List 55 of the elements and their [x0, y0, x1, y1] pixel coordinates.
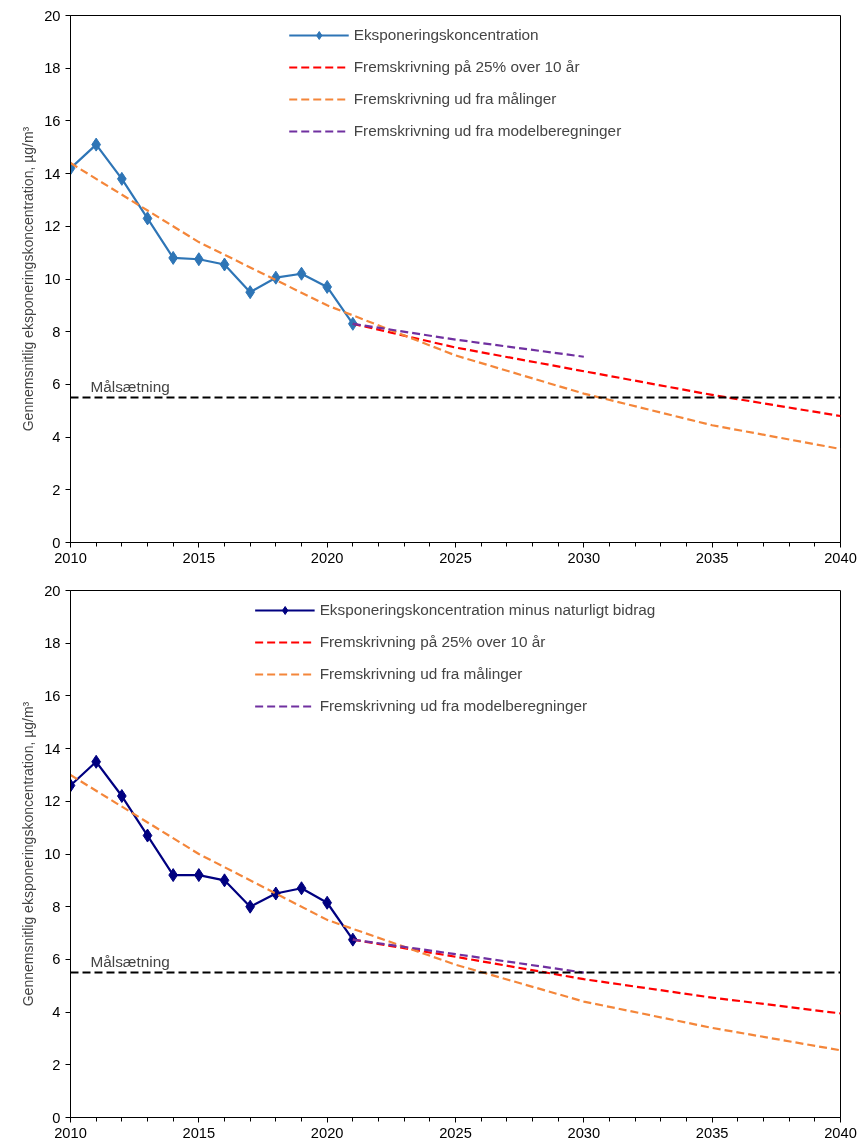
x-tick-label: 2020	[310, 549, 344, 566]
y-tick-label: 14	[44, 165, 61, 182]
x-tick-label: 2015	[182, 549, 216, 566]
legend-label: Fremskrivning ud fra målinger	[319, 665, 523, 683]
x-tick-label: 2030	[567, 549, 601, 566]
point	[296, 266, 307, 281]
point	[142, 828, 153, 843]
y-tick-label: 2	[52, 481, 61, 498]
x-tick-label: 2040	[824, 549, 857, 566]
point	[219, 873, 230, 888]
legend-label: Fremskrivning på 25% over 10 år	[319, 633, 546, 651]
y-tick-label: 2	[52, 1056, 61, 1073]
y-tick-label: 12	[44, 793, 61, 810]
x-tick-label: 2040	[824, 1124, 857, 1141]
y-tick-label: 10	[44, 846, 61, 862]
ref-line-label: Målsætning	[90, 952, 170, 970]
point	[219, 257, 230, 272]
y-tick-label: 8	[52, 898, 61, 915]
line-series	[70, 773, 841, 1052]
y-axis-title: Gennemsnitlig eksponeringskoncentration, µg/m³	[20, 126, 37, 432]
y-tick-label: 14	[44, 740, 61, 757]
y-tick-label: 20	[44, 7, 61, 24]
legend-label: Fremskrivning på 25% over 10 år	[353, 58, 580, 76]
x-tick-label: 2010	[54, 1124, 87, 1141]
y-tick-label: 6	[52, 376, 61, 393]
x-tick-label: 2025	[439, 549, 472, 566]
x-tick-label: 2020	[310, 1124, 344, 1141]
legend-label: Fremskrivning ud fra modelberegninger	[319, 697, 588, 715]
point	[296, 881, 307, 896]
y-tick-label: 4	[52, 1004, 61, 1021]
y-axis-title: Gennemsnitlig eksponeringskoncentration, µg/m³	[20, 701, 37, 1007]
x-tick-label: 2010	[54, 549, 87, 566]
y-tick-label: 16	[44, 687, 61, 704]
x-tick-label: 2035	[695, 549, 729, 566]
x-tick-label: 2015	[182, 1124, 216, 1141]
y-tick-label: 4	[52, 429, 61, 446]
y-tick-label: 18	[44, 635, 61, 652]
legend-label: Eksponeringskoncentration	[353, 26, 539, 44]
y-tick-label: 10	[44, 271, 61, 287]
y-tick-label: 0	[52, 534, 61, 551]
y-tick-label: 16	[44, 112, 61, 129]
x-tick-label: 2025	[439, 1124, 472, 1141]
y-tick-label: 6	[52, 951, 61, 968]
y-tick-label: 18	[44, 60, 61, 77]
x-tick-label: 2030	[567, 1124, 601, 1141]
legend-label: Fremskrivning ud fra modelberegninger	[353, 122, 622, 140]
y-tick-label: 20	[44, 582, 61, 599]
y-tick-label: 0	[52, 1109, 61, 1126]
y-tick-label: 8	[52, 323, 61, 340]
legend-label: Eksponeringskoncentration minus naturligt bidrag	[319, 601, 656, 619]
y-tick-label: 12	[44, 218, 61, 235]
point	[142, 211, 153, 226]
ref-line-label: Målsætning	[90, 377, 170, 395]
x-tick-label: 2035	[695, 1124, 729, 1141]
legend-label: Fremskrivning ud fra målinger	[353, 90, 557, 108]
